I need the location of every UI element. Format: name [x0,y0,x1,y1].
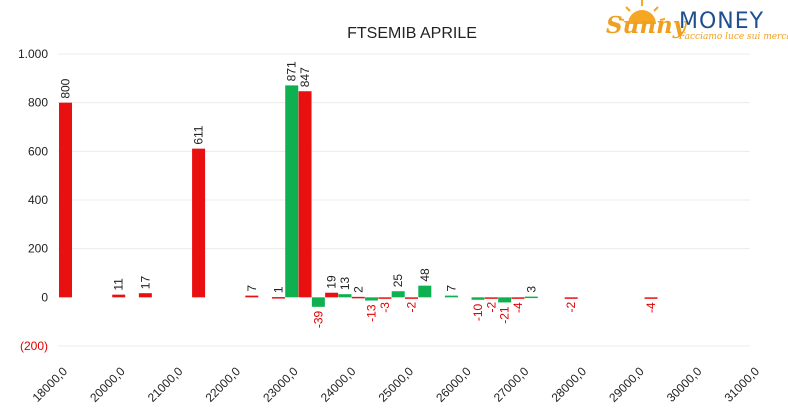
bar-call [524,296,538,299]
data-label: -21 [498,306,512,324]
y-tick-label: 400 [28,193,48,207]
y-tick-label: (200) [20,339,48,353]
data-label: -3 [378,302,392,313]
bar-put [298,91,312,298]
bar-call [285,85,299,298]
data-label: 847 [298,67,312,87]
bar-call [471,297,485,300]
logo-word-sunny: Sunny [606,12,688,39]
x-tick-label: 25000,0 [376,364,417,405]
bar-put [59,102,72,298]
data-label: -4 [644,302,658,313]
bar-call [311,297,325,307]
data-label: 7 [444,285,458,292]
data-label: 1 [271,286,285,293]
data-label: 17 [138,276,152,290]
data-label: -2 [564,301,578,312]
data-label: 19 [325,275,339,289]
data-label: 871 [285,61,299,81]
data-label: 800 [59,78,73,98]
x-tick-label: 30000,0 [664,364,705,405]
bar-put [138,293,152,298]
data-label: -4 [511,302,525,313]
bar-put [405,297,418,299]
logo-tagline: Facciamo luce sui mercati [678,32,788,42]
bar-put [378,297,392,299]
x-tick-label: 27000,0 [491,364,532,405]
data-label: 48 [418,268,432,282]
x-tick-label: 20000,0 [87,364,128,405]
data-label: -13 [365,304,379,322]
data-label: 13 [338,276,352,290]
data-label: -39 [311,310,325,328]
bar-put [112,294,126,298]
x-tick-label: 31000,0 [722,364,763,405]
data-label: 611 [192,125,206,144]
bar-call [418,285,432,298]
bar-call [444,295,458,298]
x-tick-label: 29000,0 [606,364,647,405]
data-label: 3 [524,286,538,293]
y-tick-label: 200 [28,242,48,256]
data-label: 7 [245,285,259,292]
bar-call [391,291,405,298]
data-label: 11 [112,278,126,291]
x-tick-label: 26000,0 [433,364,474,405]
y-tick-label: 800 [28,96,48,110]
x-tick-label: 28000,0 [549,364,590,405]
data-label: -10 [471,303,485,321]
x-tick-label: 21000,0 [145,364,186,405]
bar-call [338,294,352,298]
bar-put [192,148,206,298]
bar-put [484,297,498,299]
bar-put [325,292,339,298]
x-tick-label: 18000,0 [30,364,71,405]
x-tick-label: 23000,0 [260,364,301,405]
y-tick-label: 0 [41,290,48,304]
bar-put [644,297,658,299]
chart-title: FTSEMIB APRILE [347,25,477,42]
bar-put [511,297,525,299]
y-tick-label: 600 [28,144,48,158]
plot-area: 1.000 800 600 400 200 0 (200) 800 11 17 611 7 1 871 84… [18,47,762,405]
sun-icon [618,0,666,24]
bar-put [245,295,259,298]
data-label: -2 [405,301,419,312]
data-label: -2 [484,301,498,312]
bar-put [271,297,285,299]
bar-put [564,297,578,299]
x-tick-label: 22000,0 [203,364,244,405]
bar-call [498,297,512,303]
x-tick-label: 24000,0 [318,364,359,405]
y-tick-label: 1.000 [18,47,48,61]
logo: Sunny MONEY Facciamo luce sui mercati [606,0,788,42]
logo-word-money: MONEY [679,9,764,34]
data-label: 2 [351,286,365,293]
bar-call [365,297,379,301]
data-label: 25 [391,274,405,288]
bar-put [351,296,365,299]
